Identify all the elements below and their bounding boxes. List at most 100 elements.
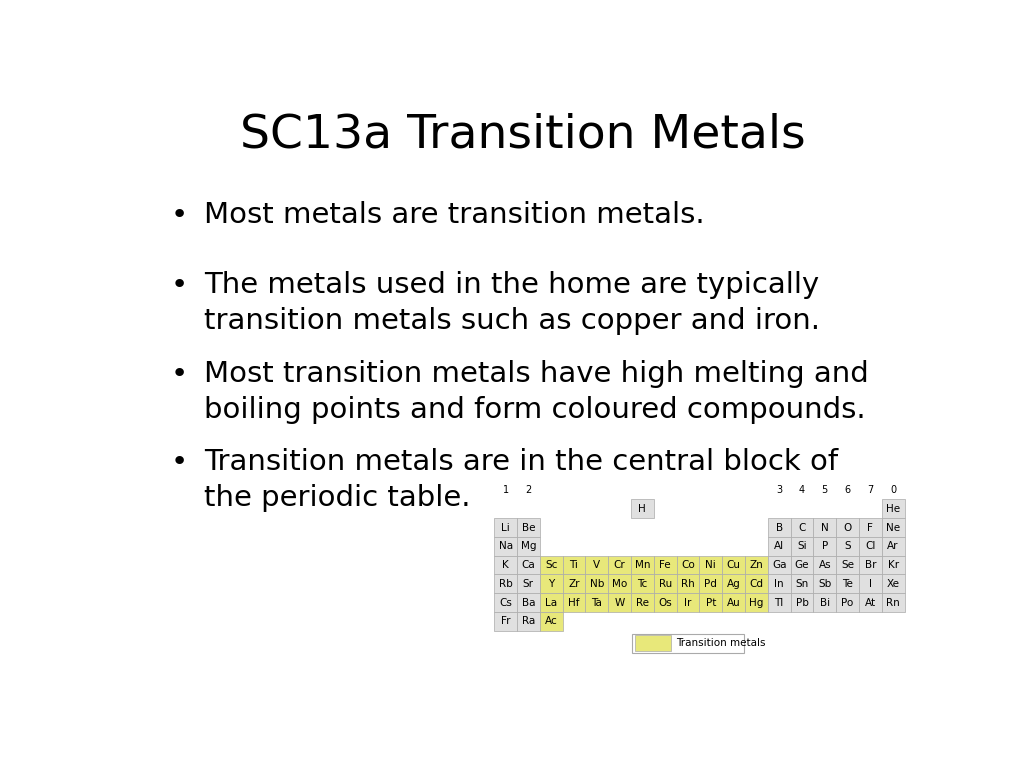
Bar: [721, 555, 744, 575]
Bar: [539, 593, 562, 612]
Bar: [812, 555, 836, 575]
Bar: [880, 593, 904, 612]
Text: Ga: Ga: [771, 560, 786, 570]
Text: Cd: Cd: [749, 579, 762, 589]
Text: •: •: [171, 360, 189, 388]
Bar: [767, 518, 790, 537]
Text: H: H: [638, 503, 646, 514]
Bar: [790, 518, 812, 537]
Bar: [721, 575, 744, 593]
Bar: [631, 555, 653, 575]
Bar: [858, 555, 880, 575]
Bar: [790, 537, 812, 555]
Bar: [585, 555, 607, 575]
Text: Na: Na: [498, 542, 513, 552]
Text: Co: Co: [681, 560, 694, 570]
Text: SC13a Transition Metals: SC13a Transition Metals: [239, 112, 805, 158]
Text: Ru: Ru: [658, 579, 672, 589]
Text: Ca: Ca: [521, 560, 535, 570]
Text: W: W: [613, 597, 624, 607]
Bar: [699, 593, 721, 612]
Bar: [790, 555, 812, 575]
Text: Ti: Ti: [569, 560, 578, 570]
Bar: [858, 537, 880, 555]
Bar: [493, 593, 517, 612]
Text: The metals used in the home are typically
transition metals such as copper and i: The metals used in the home are typicall…: [204, 272, 819, 335]
Bar: [744, 555, 767, 575]
Bar: [812, 518, 836, 537]
Text: 0: 0: [890, 485, 896, 495]
Text: Ne: Ne: [886, 522, 900, 532]
Text: Fe: Fe: [658, 560, 671, 570]
Bar: [493, 555, 517, 575]
Text: As: As: [817, 560, 830, 570]
Bar: [539, 555, 562, 575]
Text: Ta: Ta: [591, 597, 601, 607]
Bar: [767, 537, 790, 555]
Bar: [790, 593, 812, 612]
Text: Ir: Ir: [684, 597, 691, 607]
Text: Be: Be: [521, 522, 535, 532]
Text: Sn: Sn: [795, 579, 808, 589]
Bar: [631, 500, 653, 518]
Bar: [632, 633, 743, 653]
Bar: [607, 555, 631, 575]
Text: K: K: [501, 560, 508, 570]
Bar: [836, 518, 858, 537]
Text: S: S: [844, 542, 850, 552]
Bar: [767, 593, 790, 612]
Text: Rh: Rh: [681, 579, 694, 589]
Text: 4: 4: [798, 485, 804, 495]
Bar: [585, 575, 607, 593]
Bar: [517, 518, 539, 537]
Bar: [836, 575, 858, 593]
Text: 5: 5: [821, 485, 827, 495]
Text: Xe: Xe: [886, 579, 899, 589]
Bar: [812, 593, 836, 612]
Text: Ge: Ge: [794, 560, 808, 570]
Bar: [607, 575, 631, 593]
Bar: [812, 575, 836, 593]
Text: Mn: Mn: [634, 560, 649, 570]
Text: Nb: Nb: [589, 579, 603, 589]
Bar: [631, 593, 653, 612]
Bar: [767, 555, 790, 575]
Bar: [836, 555, 858, 575]
Text: Ag: Ag: [726, 579, 740, 589]
Text: Si: Si: [797, 542, 806, 552]
Text: 3: 3: [775, 485, 782, 495]
Bar: [858, 575, 880, 593]
Text: Bi: Bi: [819, 597, 829, 607]
Text: 1: 1: [502, 485, 508, 495]
Bar: [858, 518, 880, 537]
Bar: [880, 575, 904, 593]
Text: Rb: Rb: [498, 579, 512, 589]
Bar: [517, 575, 539, 593]
Bar: [836, 537, 858, 555]
Bar: [517, 537, 539, 555]
Text: Transition metals: Transition metals: [676, 639, 764, 649]
Text: Tl: Tl: [773, 597, 783, 607]
Bar: [790, 575, 812, 593]
Text: Pd: Pd: [704, 579, 716, 589]
Bar: [539, 612, 562, 631]
Text: Zr: Zr: [568, 579, 579, 589]
Text: F: F: [866, 522, 872, 532]
Text: •: •: [171, 448, 189, 476]
Bar: [585, 593, 607, 612]
Text: Cl: Cl: [864, 542, 874, 552]
Text: Ra: Ra: [522, 617, 535, 627]
Text: O: O: [843, 522, 851, 532]
Bar: [562, 575, 585, 593]
Bar: [493, 518, 517, 537]
Text: Ba: Ba: [521, 597, 535, 607]
Bar: [631, 575, 653, 593]
Text: Y: Y: [547, 579, 553, 589]
Text: Most metals are transition metals.: Most metals are transition metals.: [204, 200, 704, 229]
Bar: [699, 575, 721, 593]
Text: Cr: Cr: [613, 560, 625, 570]
Text: N: N: [820, 522, 827, 532]
Bar: [607, 593, 631, 612]
Text: Fr: Fr: [500, 617, 510, 627]
Text: Mg: Mg: [520, 542, 536, 552]
